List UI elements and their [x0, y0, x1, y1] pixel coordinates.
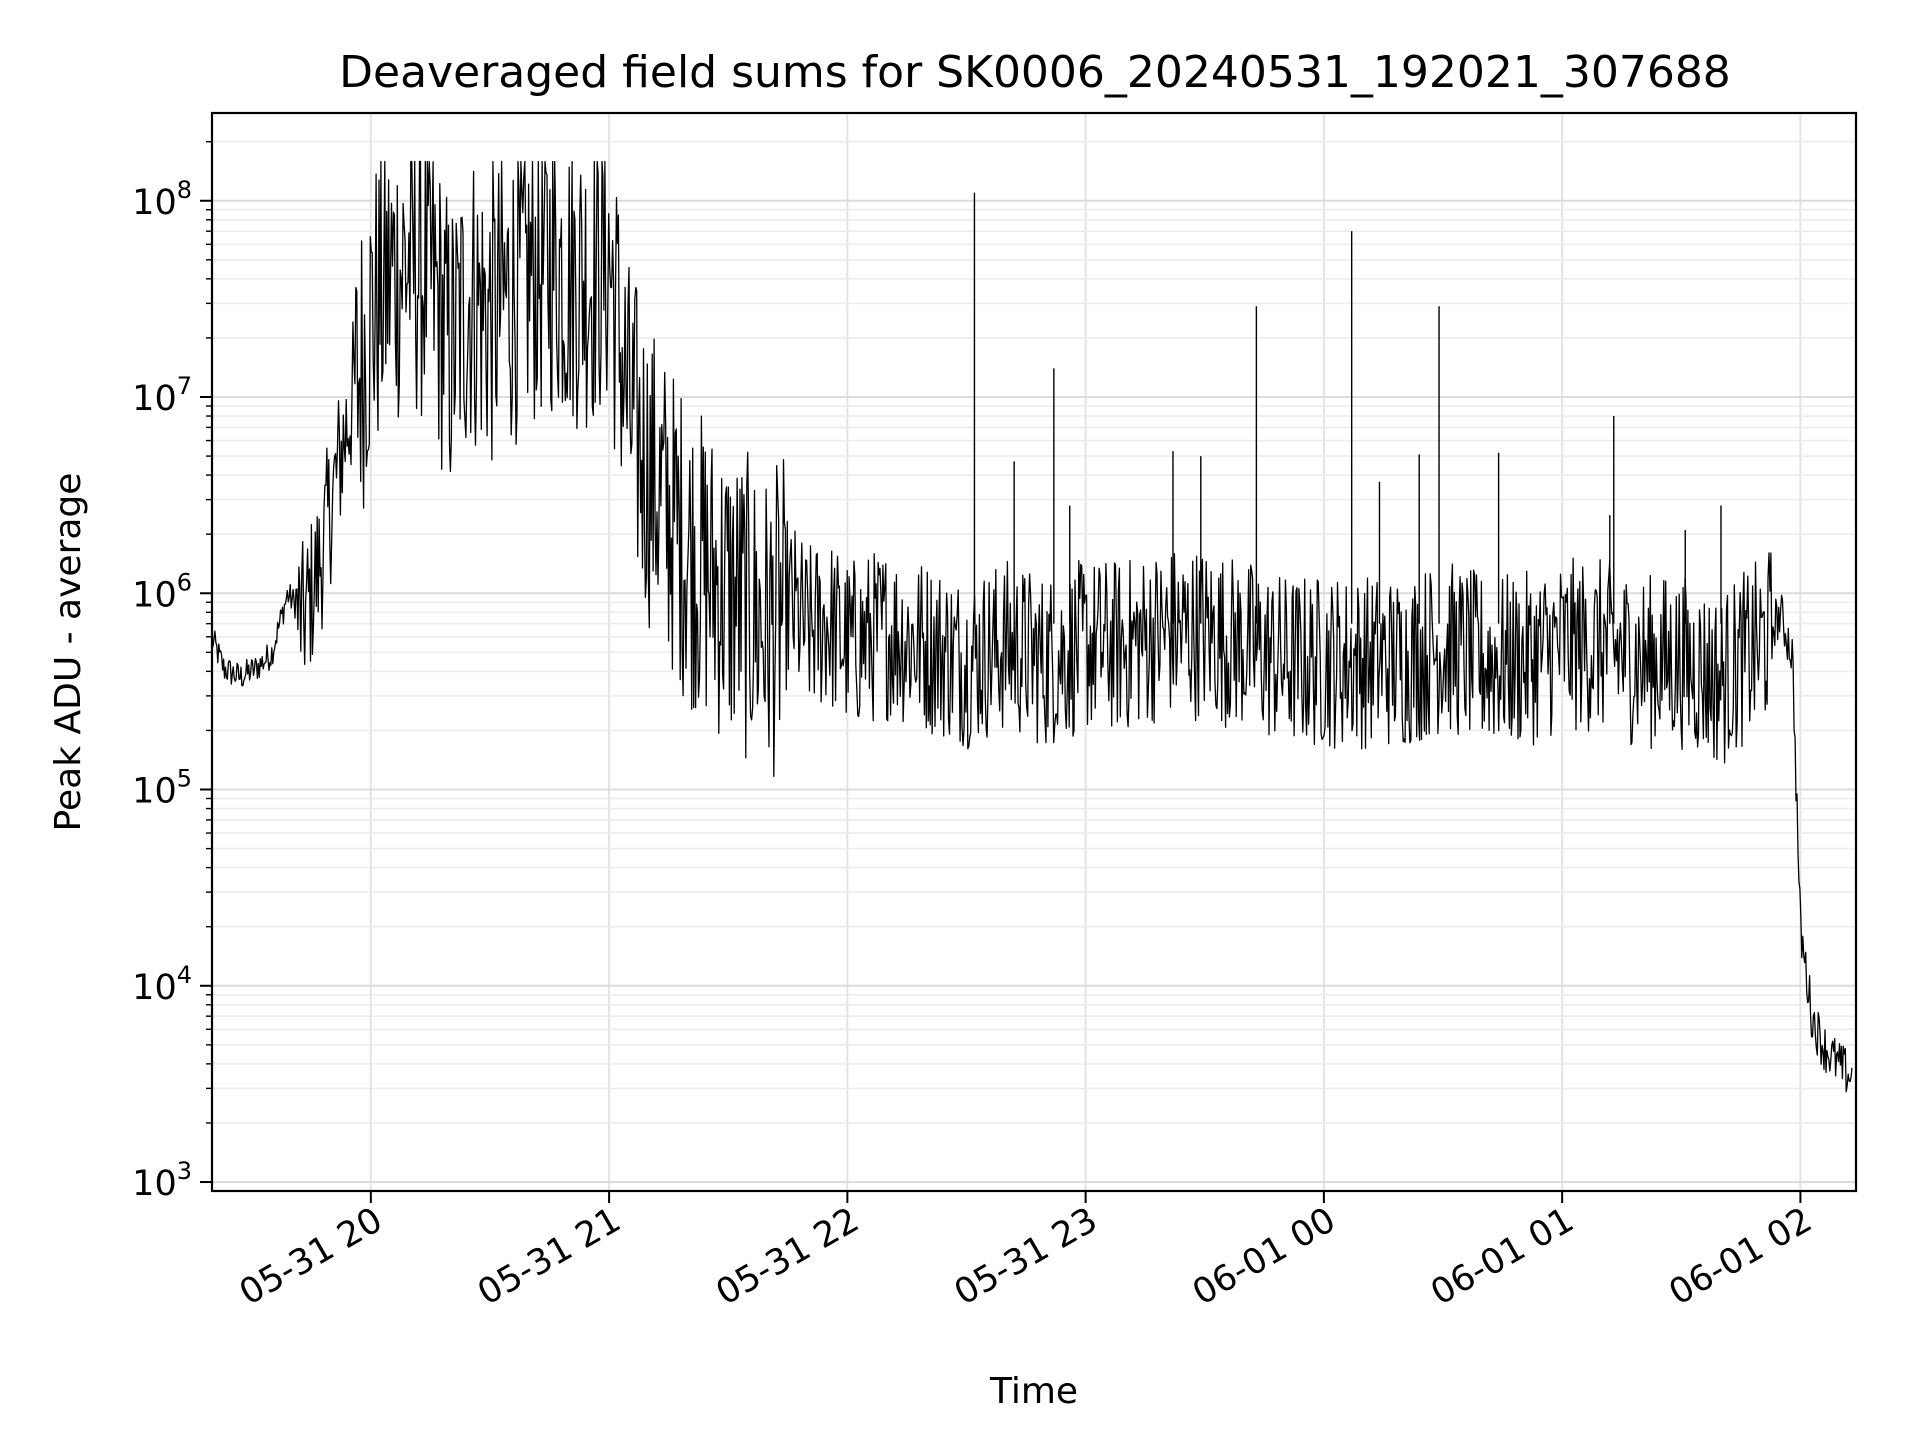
spike-group: [973, 192, 1722, 624]
y-tick-label: 107: [132, 372, 192, 419]
x-axis-label: Time: [989, 1371, 1078, 1412]
series-line: [211, 160, 1853, 1093]
plot-line-group: [211, 160, 1853, 1093]
y-tick-label: 104: [132, 961, 192, 1008]
y-tick-label: 106: [132, 568, 192, 615]
y-axis-ticks: 103 104 105 106 107 108: [132, 140, 212, 1204]
chart-title: Deaveraged field sums for SK0006_2024053…: [339, 47, 1731, 98]
y-tick-label: 103: [132, 1157, 192, 1204]
y-axis-label: Peak ADU - average: [48, 473, 89, 832]
y-tick-label: 108: [132, 176, 192, 223]
y-tick-label: 105: [132, 765, 192, 812]
